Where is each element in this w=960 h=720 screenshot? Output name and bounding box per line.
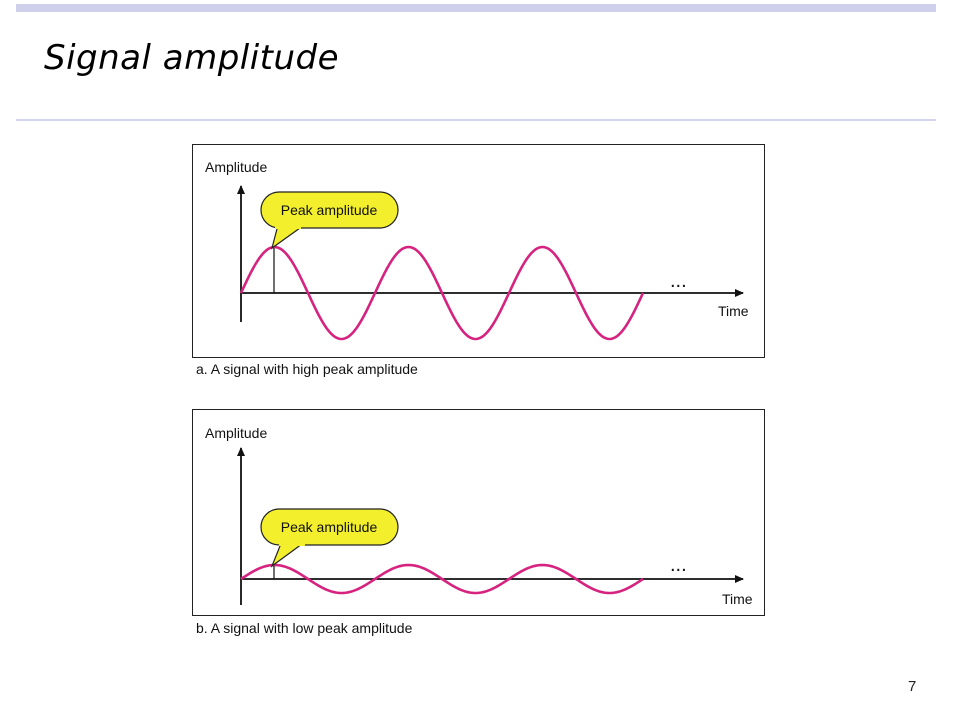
panel-a-frame bbox=[192, 144, 765, 358]
slide-title: Signal amplitude bbox=[44, 38, 340, 78]
callout-join-a bbox=[275, 222, 301, 229]
sine-wave-a bbox=[239, 245, 645, 341]
caption-b: b. A signal with low peak amplitude bbox=[196, 620, 413, 636]
ellipsis-a: ... bbox=[670, 270, 687, 292]
caption-a: a. A signal with high peak amplitude bbox=[196, 361, 418, 377]
panel-b: Amplitude Time ... Peak amplitude bbox=[205, 425, 753, 607]
callout-text-b: Peak amplitude bbox=[281, 519, 378, 535]
ellipsis-b: ... bbox=[670, 554, 687, 576]
callout-text-a: Peak amplitude bbox=[281, 202, 378, 218]
page-number: 7 bbox=[908, 678, 917, 695]
header-bar bbox=[16, 4, 936, 12]
panel-a: Amplitude Time ... Peak amplitude bbox=[205, 159, 749, 341]
callout-bubble-b bbox=[260, 508, 399, 546]
callout-bubble-a bbox=[260, 191, 399, 229]
y-axis-label-a: Amplitude bbox=[205, 159, 267, 175]
sine-wave-b bbox=[240, 563, 644, 595]
y-axis-label-b: Amplitude bbox=[205, 425, 267, 441]
x-axis-label-b: Time bbox=[722, 591, 753, 607]
title-divider bbox=[16, 119, 936, 121]
x-axis-label-a: Time bbox=[718, 303, 749, 319]
callout-join-b bbox=[279, 539, 305, 546]
